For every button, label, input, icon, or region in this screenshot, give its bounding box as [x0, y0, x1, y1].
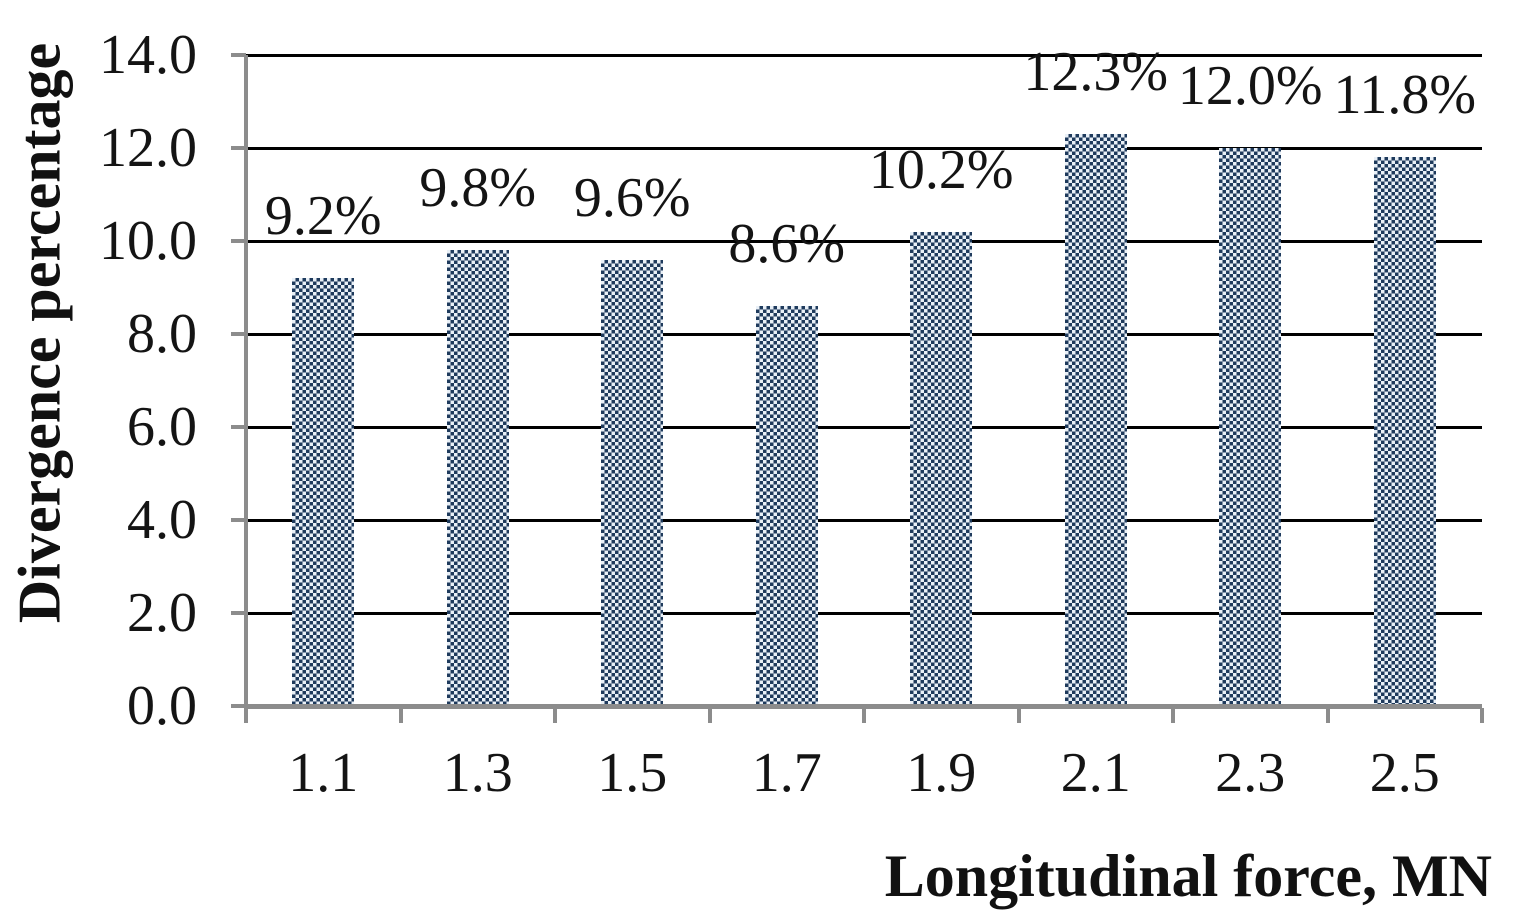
- y-axis-tick-mark: [231, 332, 246, 336]
- x-axis-tick-mark: [707, 708, 712, 723]
- x-axis-tick-mark: [553, 708, 557, 723]
- gridline: [246, 425, 1482, 429]
- y-axis-tick-mark: [231, 704, 246, 708]
- x-axis-tick-label: 1.1: [288, 742, 359, 804]
- y-axis-tick-mark: [231, 146, 246, 150]
- bar: [446, 250, 509, 706]
- y-axis-tick-label: 0.0: [127, 675, 197, 737]
- y-axis-tick-mark: [231, 425, 246, 429]
- y-axis-tick-label: 10.0: [99, 210, 197, 272]
- y-axis-tick-label: 2.0: [127, 582, 197, 644]
- y-axis-tick-label: 12.0: [99, 117, 197, 179]
- bar: [601, 259, 664, 706]
- y-axis-tick-label: 8.0: [127, 303, 197, 365]
- x-axis-title: Longitudinal force, MN: [884, 843, 1492, 909]
- x-axis-tick-mark: [1480, 708, 1484, 723]
- bar-value-label: 9.2%: [264, 185, 382, 248]
- y-axis-tick-mark: [231, 239, 246, 243]
- x-axis-line: [246, 704, 1482, 709]
- bar-value-label: 8.6%: [728, 213, 846, 276]
- y-axis-tick-label: 4.0: [127, 489, 197, 551]
- x-axis-tick-mark: [398, 708, 403, 723]
- y-axis-line: [244, 55, 248, 723]
- x-axis-tick-label: 2.5: [1369, 742, 1440, 804]
- x-axis-tick-label: 1.9: [906, 742, 977, 804]
- bar: [292, 278, 355, 706]
- x-axis-tick-mark: [1325, 708, 1330, 723]
- x-axis-tick-label: 2.1: [1060, 742, 1131, 804]
- gridline: [246, 332, 1482, 336]
- bar-value-label: 12.0%: [1177, 55, 1323, 117]
- bar: [910, 231, 973, 706]
- gridline: [246, 53, 1482, 57]
- gridline: [246, 239, 1482, 243]
- x-axis-tick-mark: [862, 708, 866, 723]
- bar-value-label: 10.2%: [868, 138, 1014, 201]
- y-axis-tick-label: 14.0: [99, 24, 197, 86]
- x-axis-tick-label: 1.3: [442, 742, 513, 804]
- x-axis-tick-label: 1.5: [597, 742, 668, 804]
- bar-value-label: 9.8%: [419, 157, 537, 220]
- x-axis-tick-mark: [1171, 708, 1175, 723]
- gridline: [246, 518, 1482, 522]
- bar: [1064, 134, 1127, 706]
- x-axis-tick-label: 2.3: [1215, 742, 1286, 804]
- gridline: [246, 146, 1482, 150]
- y-axis-tick-mark: [231, 518, 246, 522]
- bar: [755, 306, 818, 706]
- bar: [1373, 157, 1436, 706]
- y-axis-tick-label: 6.0: [127, 396, 197, 458]
- y-axis-tick-mark: [231, 53, 246, 57]
- bar-value-label: 12.3%: [1023, 41, 1169, 104]
- bar: [1219, 148, 1282, 706]
- bar-value-label: 9.6%: [573, 166, 691, 229]
- gridline: [246, 611, 1482, 615]
- y-axis-tick-mark: [231, 611, 246, 615]
- bar-value-label: 11.8%: [1333, 64, 1477, 127]
- x-axis-tick-mark: [1016, 708, 1021, 723]
- x-axis-tick-label: 1.7: [751, 742, 822, 804]
